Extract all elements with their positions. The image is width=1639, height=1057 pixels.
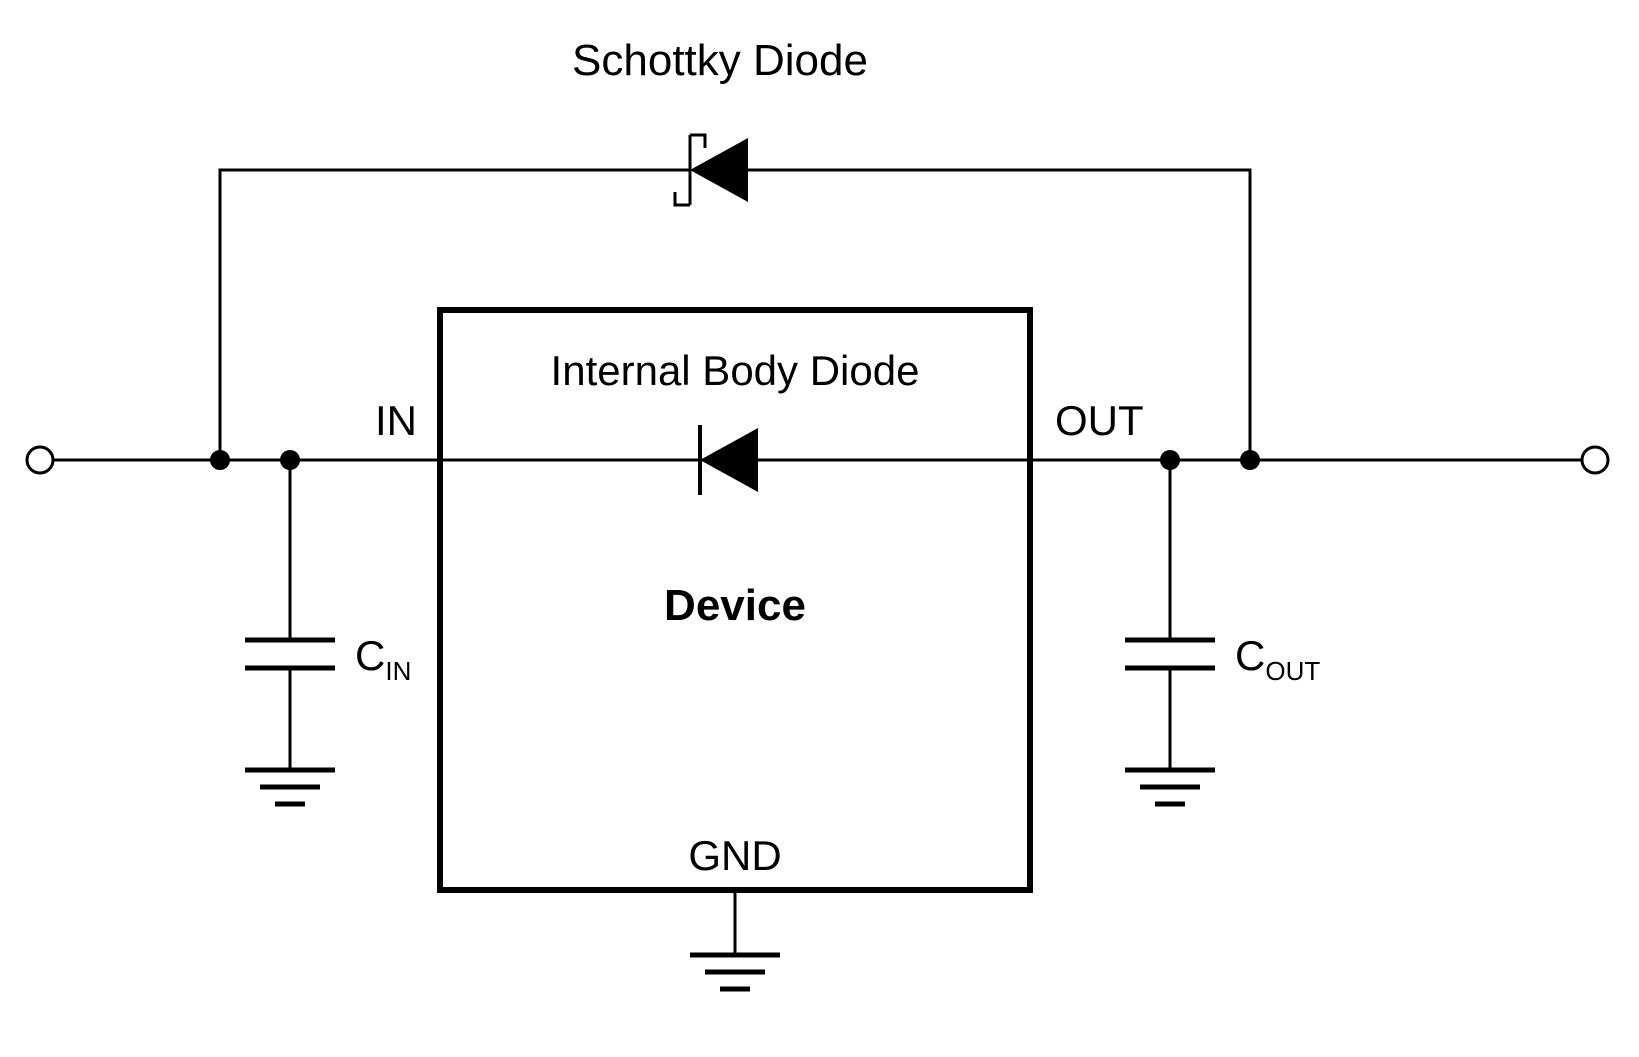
- node-right-branch: [1240, 450, 1260, 470]
- input-terminal-icon: [27, 447, 53, 473]
- circuit-schematic: Schottky Diode IN OUT Internal Body Diod…: [0, 0, 1639, 1057]
- schottky-title-label: Schottky Diode: [572, 36, 868, 85]
- gnd-pin-label: GND: [688, 832, 781, 879]
- cin-capacitor-icon: [245, 460, 335, 804]
- device-label: Device: [664, 581, 806, 630]
- in-pin-label: IN: [375, 397, 417, 444]
- out-pin-label: OUT: [1055, 397, 1144, 444]
- internal-body-diode-icon: [700, 425, 758, 495]
- cout-label: COUT: [1235, 632, 1320, 686]
- schottky-diode-icon: [660, 135, 780, 205]
- cout-capacitor-icon: [1125, 460, 1215, 804]
- cin-label: CIN: [355, 632, 411, 686]
- output-terminal-icon: [1582, 447, 1608, 473]
- internal-body-diode-label: Internal Body Diode: [551, 347, 920, 394]
- device-ground-icon: [690, 890, 780, 989]
- node-left-branch: [210, 450, 230, 470]
